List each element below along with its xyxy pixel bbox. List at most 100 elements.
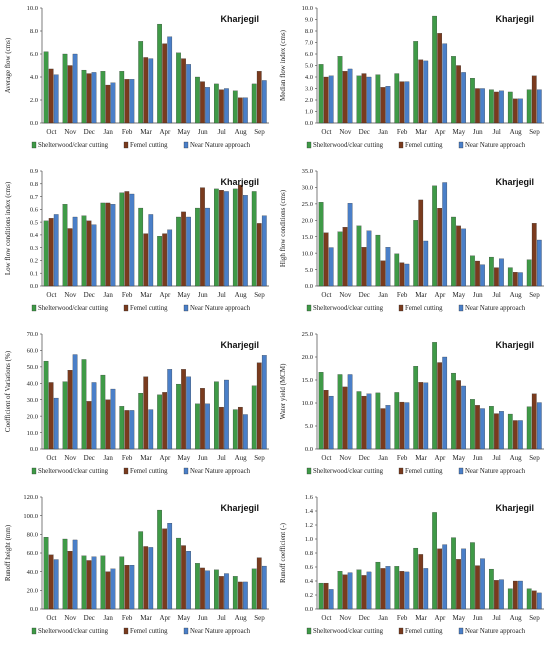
bar [53,397,59,450]
x-tick-label: Jul [218,128,226,136]
bar [342,574,348,610]
bar [110,388,116,450]
bar [205,87,210,124]
x-tick-label: Dec [84,128,95,136]
x-tick-label: Oct [46,614,56,622]
bar [243,581,248,610]
chart-panel-coefficient-of-variation: 0.0 10.0 20.0 30.0 40.0 50.0 60.0 70.0 Coefficie… [0,326,275,489]
x-tick-label: Aug [510,614,523,622]
bar [162,392,168,450]
x-tick-label: May [452,454,465,462]
bar [261,355,267,450]
x-tick-label: Apr [435,614,447,622]
bar [507,267,513,287]
x-tick-label: Apr [435,128,447,136]
chart-title: Kharjegil [220,340,259,350]
bar [105,571,111,610]
bar [318,202,324,287]
y-tick-label: 3.0 [305,86,313,93]
bar [256,223,262,287]
bar [62,538,68,610]
x-tick-label: Jan [379,454,389,462]
chart-svg: 0.0 10.0 20.0 30.0 40.0 50.0 60.0 70.0 Coefficie… [4,331,269,475]
bar [480,264,485,287]
x-tick-label: May [452,128,465,136]
bar [512,98,518,124]
x-tick-label: Jul [218,291,226,299]
chart-title: Kharjegil [220,177,259,187]
y-tick-label: 10.0 [302,400,313,407]
legend-label: Near Nature approach [465,142,526,149]
bar [91,556,97,610]
bar [119,71,125,124]
bar [214,381,219,450]
y-tick-label: 0.0 [30,606,38,613]
x-tick-label: Apr [435,454,447,462]
chart-panel-average-flow: 0.0 2.0 4.0 6.0 8.0 10.0 Average flow (cms) Oct… [0,0,275,163]
legend-swatch [123,141,129,149]
chart-title: Kharjegil [495,14,534,24]
x-tick-label: Nov [64,128,77,136]
bar [347,374,353,450]
x-tick-label: Oct [321,614,331,622]
x-tick-label: Aug [510,454,523,462]
bar [404,571,410,610]
legend-label: Near Nature approach [190,305,251,312]
bar [323,389,329,450]
bar [526,89,532,124]
x-tick-label: Jun [473,454,483,462]
x-tick-label: Sep [254,128,265,136]
bar [43,537,49,610]
bar [356,75,362,124]
x-tick-label: Apr [435,291,447,299]
y-tick-label: 0.0 [30,446,38,453]
x-tick-label: Oct [46,454,56,462]
x-tick-label: Jan [104,291,114,299]
legend-label: Shelterwood/clear cutting [313,468,384,475]
legend-label: Femel cutting [130,628,168,635]
bar [470,78,475,124]
legend-swatch [398,141,404,149]
bar [251,568,257,610]
bar [148,58,154,124]
y-tick-label: 40.0 [27,569,38,576]
bar [176,52,181,124]
bar [243,414,248,450]
bar [413,547,419,610]
x-tick-label: Mar [140,614,152,622]
y-axis-title: Runoff coefficient (-) [279,522,287,583]
x-tick-label: Nov [64,454,77,462]
x-tick-label: Apr [160,128,172,136]
bar [251,385,257,450]
bar [167,369,173,450]
bar [361,73,367,124]
bar [456,559,461,610]
x-tick-label: Nov [339,128,352,136]
x-tick-label: May [452,614,465,622]
bar [366,230,372,287]
y-tick-label: 10.0 [302,250,313,257]
bar [423,60,429,124]
bar [480,88,485,124]
bar [470,399,475,450]
x-tick-label: Feb [397,614,408,622]
bar [195,76,200,124]
bar [432,512,437,610]
bar [394,253,400,287]
bar [181,545,186,610]
x-tick-label: Mar [140,128,152,136]
bar [361,395,367,450]
bar [219,190,224,287]
bar [81,69,87,124]
legend-swatch [183,141,189,149]
y-tick-label: 5.0 [305,267,313,274]
legend-label: Shelterwood/clear cutting [38,305,109,312]
legend-swatch [458,304,464,312]
x-tick-label: Dec [359,128,370,136]
bar [328,247,334,287]
y-tick-label: 0.0 [305,606,313,613]
bar [91,224,97,287]
y-tick-label: 0.4 [305,578,314,585]
x-tick-label: Sep [254,614,265,622]
bar [186,551,191,610]
